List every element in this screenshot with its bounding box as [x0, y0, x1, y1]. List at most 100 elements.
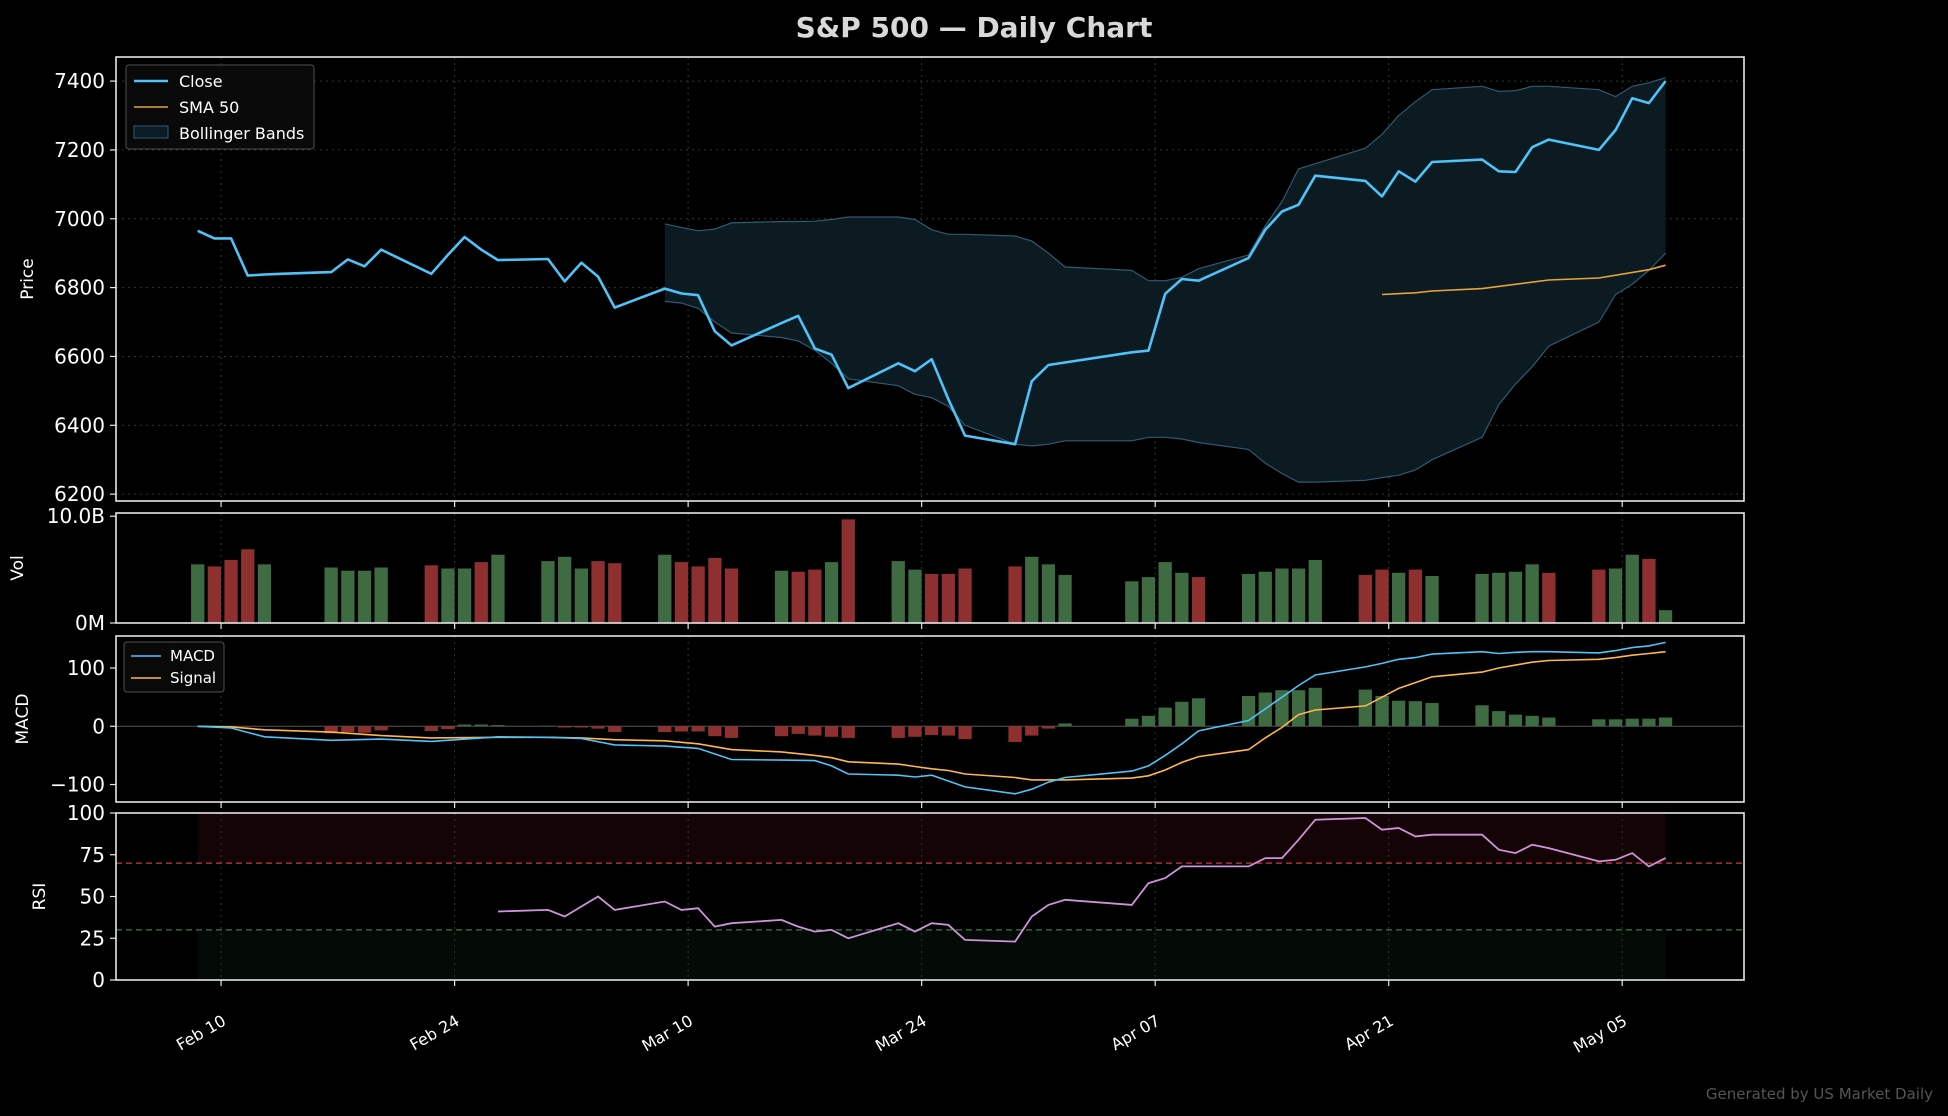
volume-frame — [115, 512, 1745, 624]
footer-credit: Generated by US Market Daily — [1706, 1085, 1933, 1103]
macd-histogram-bar — [1475, 705, 1489, 727]
volume-bar — [591, 561, 605, 623]
macd-histogram-bar — [357, 726, 372, 733]
volume-bar — [908, 569, 922, 623]
volume-bar — [1175, 572, 1189, 623]
macd-histogram-bar — [691, 726, 705, 732]
volume-bar — [608, 563, 622, 623]
volume-bar — [1392, 572, 1406, 623]
macd-histogram-bar — [1625, 718, 1639, 727]
y-tick-label: 6400 — [54, 413, 105, 437]
volume-bar — [224, 560, 238, 623]
y-tick-label: 6800 — [54, 276, 105, 300]
volume-bar — [1025, 556, 1039, 623]
volume-bar — [1408, 569, 1422, 623]
volume-bar — [441, 568, 455, 623]
volume-bar — [241, 549, 255, 623]
y-tick-label: 75 — [80, 843, 105, 867]
macd-histogram-bar — [891, 726, 905, 738]
volume-bar — [841, 519, 855, 623]
volume-bar — [1525, 564, 1539, 623]
y-tick-label: 100 — [67, 801, 105, 825]
macd-histogram-bar — [1275, 690, 1289, 727]
volume-bar — [1008, 566, 1022, 623]
volume-bar — [541, 561, 555, 623]
volume-bar — [324, 567, 338, 623]
macd-histogram-bar — [324, 726, 338, 734]
y-axis-label: MACD — [13, 694, 33, 745]
rsi-panel: 0 25 50 75 100 RSI — [30, 801, 1744, 992]
rsi-line — [497, 817, 1667, 943]
volume-bar — [457, 568, 472, 623]
bollinger-lower-line — [664, 252, 1667, 483]
volume-bar — [1492, 572, 1506, 623]
macd-histogram-bar — [1025, 726, 1039, 736]
y-tick-label: 7400 — [54, 69, 105, 93]
volume-bar — [191, 564, 205, 623]
macd-histogram-bar — [1375, 696, 1389, 727]
volume-bar — [1508, 571, 1523, 623]
bollinger-band-fill — [664, 77, 1666, 483]
volume-bar — [1241, 573, 1256, 623]
macd-histogram-bar — [574, 726, 588, 728]
macd-histogram-bar — [374, 726, 388, 731]
signal-line — [197, 650, 1666, 781]
y-tick-label: 6200 — [54, 482, 105, 506]
volume-bar — [574, 568, 588, 623]
macd-histogram-bar — [457, 724, 472, 727]
volume-bar — [1592, 569, 1606, 623]
volume-bar — [1642, 558, 1656, 623]
y-tick-label: 100 — [67, 656, 105, 680]
macd-histogram-bar — [1392, 700, 1406, 727]
macd-histogram-bar — [424, 726, 438, 731]
macd-histogram-bar — [541, 725, 555, 727]
chart-panels: 6200 6400 6600 6800 7000 7200 7400 Price Close SM… — [8, 56, 1745, 1057]
volume-bar — [891, 561, 905, 623]
volume-bar — [1475, 573, 1489, 623]
price-frame — [115, 56, 1745, 502]
macd-legend-box — [123, 641, 225, 693]
macd-histogram-bar — [474, 724, 488, 727]
volume-bar — [1158, 562, 1172, 623]
macd-histogram-bar — [1358, 689, 1372, 727]
volume-bar — [1375, 569, 1389, 623]
macd-histogram-bar — [341, 726, 355, 733]
volume-bar — [1275, 568, 1289, 623]
macd-histogram-bar — [1158, 707, 1172, 727]
volume-bar — [708, 557, 722, 623]
volume-bar — [1058, 574, 1072, 623]
volume-bar — [724, 568, 739, 623]
macd-histogram-bar — [1041, 726, 1056, 729]
volume-bar — [774, 570, 789, 623]
volume-bar — [1542, 572, 1556, 623]
y-axis-label: RSI — [30, 883, 50, 911]
y-tick-label: 0 — [92, 714, 105, 738]
macd-histogram-bar — [1191, 698, 1206, 727]
volume-bar — [658, 554, 672, 623]
macd-histogram-bar — [674, 726, 689, 732]
macd-histogram-bar — [1542, 717, 1556, 727]
price-legend: Close SMA 50 Bollinger Bands — [125, 64, 315, 150]
bollinger-upper-line — [664, 77, 1666, 282]
macd-histogram-bar — [925, 726, 939, 735]
volume-bar — [374, 567, 388, 623]
volume-bar — [257, 564, 272, 623]
volume-bar — [207, 566, 221, 623]
volume-bar — [1658, 610, 1673, 623]
y-tick-label: 7200 — [54, 138, 105, 162]
macd-histogram-bar — [774, 726, 789, 737]
legend-swatch-bands — [133, 125, 169, 139]
legend-label: MACD — [170, 647, 215, 665]
y-tick-label: −100 — [50, 773, 105, 797]
volume-bar — [1125, 581, 1139, 623]
macd-histogram-bar — [558, 726, 572, 728]
macd-histogram-bar — [658, 726, 672, 733]
volume-bar — [1608, 568, 1623, 623]
macd-histogram-bar — [491, 725, 505, 727]
volume-bar — [691, 566, 705, 623]
volume-bar — [341, 570, 355, 623]
legend-label: Close — [179, 72, 223, 91]
y-axis-label: Price — [18, 258, 38, 299]
volume-bar — [1258, 571, 1272, 623]
macd-histogram-bar — [1492, 711, 1506, 727]
